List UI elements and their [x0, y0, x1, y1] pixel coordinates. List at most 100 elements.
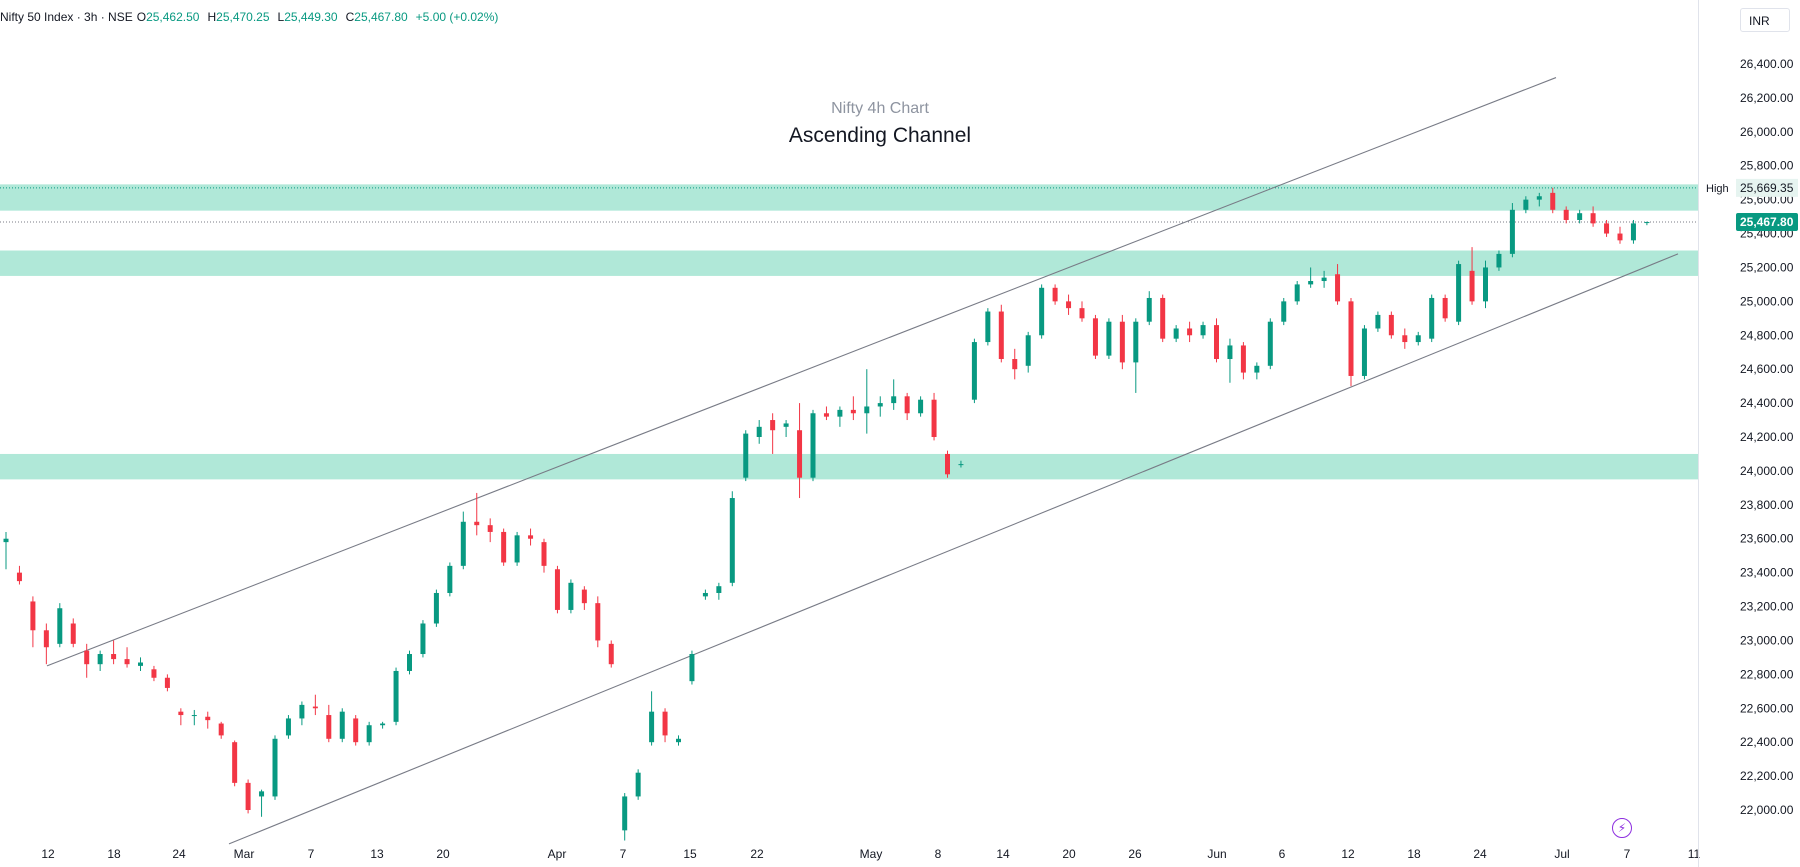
high-marker-label: High — [1706, 183, 1729, 195]
candle-body — [487, 525, 493, 532]
chart-subtitle-annotation[interactable]: Nifty 4h Chart — [831, 100, 929, 117]
candle-body — [1483, 267, 1488, 302]
candle-body — [1106, 321, 1112, 356]
time-tick-label: Mar — [234, 847, 255, 861]
sr-zone[interactable] — [0, 250, 1698, 276]
candle-body — [1146, 297, 1152, 322]
candle-body — [138, 662, 143, 666]
price-tick-label: 22,400.00 — [1740, 735, 1794, 749]
candle-body — [1025, 335, 1031, 366]
candle-body — [1321, 277, 1327, 282]
candle-body — [1160, 297, 1166, 339]
candle-body — [285, 718, 291, 736]
candle-body — [259, 791, 265, 797]
candle-body — [514, 535, 520, 563]
candle-body — [1200, 325, 1206, 336]
candle-body — [1039, 287, 1045, 336]
close-value: 25,467.80 — [354, 10, 408, 24]
sr-zone[interactable] — [0, 453, 1698, 480]
candle-body — [1604, 223, 1610, 234]
last-price-value: 25,467.80 — [1740, 215, 1794, 229]
time-tick-label: 20 — [1062, 847, 1076, 861]
chart-title-annotation[interactable]: Ascending Channel — [788, 124, 972, 147]
high-marker-value-bg — [1736, 178, 1798, 197]
candle-body — [1402, 335, 1408, 343]
time-tick-label: 26 — [1128, 847, 1142, 861]
candle-body — [1577, 213, 1583, 220]
candle-body — [608, 643, 614, 665]
candle-body — [1240, 345, 1246, 373]
candle-body — [783, 423, 789, 427]
candle-body — [460, 521, 466, 566]
lightning-icon[interactable]: ⚡ — [1612, 818, 1632, 838]
candle-body — [1429, 297, 1435, 339]
price-tick-label: 24,200.00 — [1740, 430, 1794, 444]
candle-body — [3, 538, 9, 543]
candle-body — [312, 706, 318, 709]
price-tick-label: 23,400.00 — [1740, 566, 1794, 580]
candle-body — [1590, 213, 1596, 224]
candle-body — [1012, 359, 1018, 370]
candle-body — [164, 677, 170, 688]
candle-body — [84, 650, 90, 665]
time-tick-label: May — [860, 847, 883, 861]
channel-lower-line[interactable] — [228, 253, 1679, 845]
candle-body — [232, 742, 238, 783]
price-tick-label: 26,400.00 — [1740, 57, 1794, 71]
candle-body — [1254, 365, 1260, 373]
candle-body — [797, 430, 803, 478]
price-tick-label: 23,800.00 — [1740, 498, 1794, 512]
low-value: 25,449.30 — [284, 10, 338, 24]
channel-upper-line[interactable] — [46, 77, 1557, 667]
candle-body — [649, 711, 655, 743]
candle-body — [1281, 301, 1287, 322]
candle-body — [299, 704, 305, 719]
candle-body — [1119, 321, 1125, 363]
candle-body — [662, 711, 668, 736]
time-tick-label: 20 — [436, 847, 450, 861]
candle-body — [1415, 335, 1421, 343]
time-tick-label: 11 — [1688, 847, 1701, 861]
symbol-label[interactable]: Nifty 50 Index · 3h · NSE — [0, 10, 133, 24]
candle-body — [447, 565, 453, 593]
candle-body — [945, 453, 950, 475]
candle-body — [581, 589, 587, 604]
time-tick-label: 12 — [41, 847, 55, 861]
ohlc-header: Nifty 50 Index · 3h · NSE O 25,462.50 H … — [0, 10, 498, 24]
candle-body — [97, 654, 103, 665]
high-value: 25,470.25 — [216, 10, 270, 24]
price-tick-label: 24,000.00 — [1740, 464, 1794, 478]
candle-body — [998, 311, 1004, 360]
time-tick-label: 13 — [370, 847, 384, 861]
candle-body — [595, 603, 601, 641]
price-tick-label: 22,200.00 — [1740, 769, 1794, 783]
candle-body — [985, 311, 991, 343]
candle-body — [326, 715, 332, 739]
candle-body — [407, 654, 412, 671]
price-tick-label: 24,800.00 — [1740, 328, 1794, 342]
candle-body — [1644, 222, 1650, 224]
candle-body — [501, 531, 507, 563]
price-tick-label: 25,800.00 — [1740, 159, 1794, 173]
candle-body — [1509, 209, 1515, 254]
candle-body — [366, 725, 372, 743]
time-tick-label: 18 — [1407, 847, 1421, 861]
currency-selector[interactable]: INR — [1740, 8, 1790, 32]
high-marker-value: 25,669.35 — [1740, 181, 1794, 195]
candle-body — [1550, 192, 1556, 210]
candle-body — [1496, 253, 1502, 268]
price-tick-label: 25,200.00 — [1740, 260, 1794, 274]
last-price-tag — [1736, 213, 1798, 232]
candle-body — [702, 592, 708, 597]
time-tick-label: 7 — [308, 847, 315, 861]
candle-body — [716, 586, 722, 593]
open-value: 25,462.50 — [146, 10, 200, 24]
candle-body — [877, 403, 883, 407]
candle-body — [931, 399, 937, 437]
price-tick-label: 23,600.00 — [1740, 532, 1794, 546]
time-tick-label: 15 — [683, 847, 697, 861]
sr-zone[interactable] — [0, 184, 1698, 211]
candle-body — [729, 498, 735, 583]
